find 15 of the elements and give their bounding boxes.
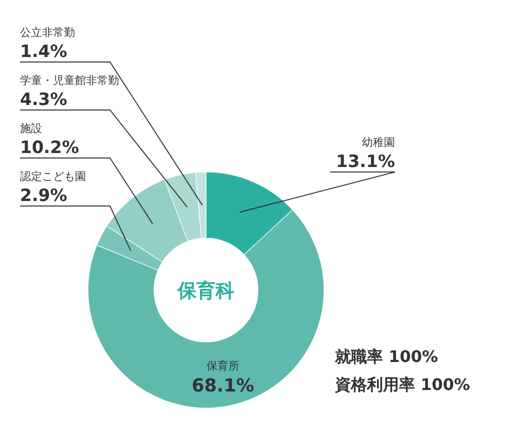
data-label: 1.4% [20,42,68,62]
slice-label: 幼稚園 [362,136,395,149]
data-label: 10.2% [20,138,79,158]
data-label: 2.9% [20,186,68,206]
slice-label: 認定こども園 [20,170,86,183]
slice-label: 施設 [20,122,42,135]
data-label: 68.1% [192,375,254,396]
data-label: 4.3% [20,90,68,110]
data-label: 13.1% [336,152,395,172]
slice-label: 学童・児童館非常勤 [20,74,119,87]
slice-label: 保育所 [206,359,240,372]
text: 就職率 100% [334,347,438,366]
slice-label: 公立非常勤 [20,26,75,39]
text: 資格利用率 100% [334,375,470,394]
text: 保育科 [176,280,234,302]
